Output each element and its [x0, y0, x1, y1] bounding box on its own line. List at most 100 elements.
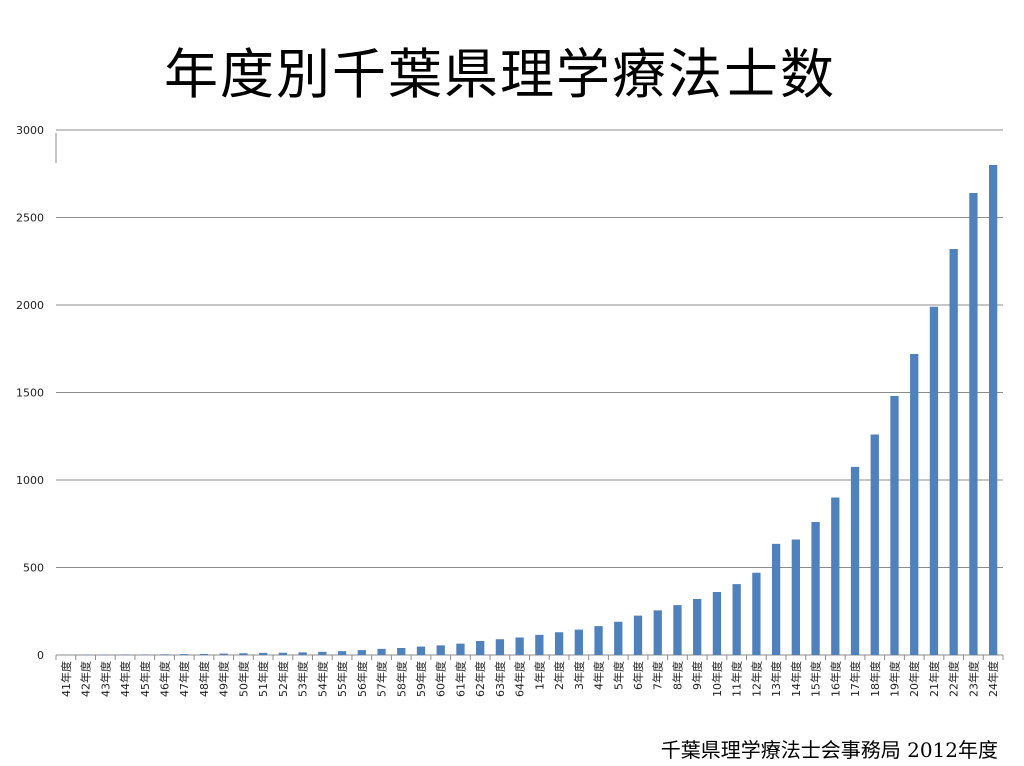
bar-1年度	[535, 634, 544, 655]
source-footer: 千葉県理学療法士会事務局 2012年度	[660, 738, 998, 762]
bar-17年度	[850, 466, 860, 655]
bar-14年度	[791, 539, 800, 655]
bar-62年度	[476, 641, 485, 655]
x-tick-label: 14年度	[789, 661, 803, 697]
bar-60年度	[436, 645, 445, 655]
bar-53年度	[298, 652, 307, 655]
x-tick-label: 60年度	[434, 661, 448, 697]
x-tick-label: 63年度	[493, 661, 507, 697]
x-tick-label: 50年度	[236, 661, 250, 697]
x-tick-label: 15年度	[809, 661, 823, 697]
bar-22年度	[949, 249, 958, 655]
gridlines	[56, 129, 1003, 656]
y-tick-label: 500	[23, 562, 44, 575]
bar-11年度	[732, 584, 741, 655]
bar-45年度	[140, 654, 149, 655]
x-tick-label: 2年度	[552, 661, 566, 690]
x-tick-label: 22年度	[947, 661, 961, 697]
bar-59年度	[416, 646, 426, 655]
bar-57年度	[377, 648, 386, 655]
x-tick-label: 12年度	[749, 661, 763, 697]
bar-13年度	[771, 543, 781, 655]
x-tick-label: 7年度	[651, 661, 665, 690]
x-tick-label: 9年度	[690, 661, 704, 690]
x-tick-label: 23年度	[966, 661, 980, 697]
bars	[61, 165, 998, 655]
x-tick-label: 55年度	[335, 661, 349, 697]
bar-10年度	[712, 592, 722, 655]
bar-51年度	[259, 652, 268, 655]
y-tick-label: 1000	[16, 474, 44, 487]
x-tick-label: 58年度	[394, 661, 408, 697]
x-tick-label: 62年度	[473, 661, 487, 697]
y-axis-ticks: 0 500 1000 1500 2000 2500 3000	[16, 124, 44, 662]
x-tick-label: 13年度	[769, 661, 783, 697]
bar-54年度	[318, 651, 327, 655]
bar-8年度	[673, 605, 682, 655]
y-tick-label: 0	[37, 649, 44, 662]
x-tick-label: 59年度	[414, 661, 428, 697]
x-tick-label: 20年度	[907, 661, 921, 697]
bar-5年度	[614, 621, 623, 655]
x-axis-labels: 41年度 42年度 43年度 44年度 45年度 46年度 47年度 48年度 49年度 50年度…	[55, 655, 1004, 697]
bar-49年度	[219, 653, 228, 655]
x-tick-label: 19年度	[887, 661, 901, 697]
bar-21年度	[929, 306, 939, 655]
bar-20年度	[910, 354, 919, 655]
x-tick-label: 8年度	[670, 661, 684, 690]
y-tick-label: 2500	[16, 212, 44, 225]
bar-6年度	[633, 615, 643, 655]
bar-58年度	[397, 648, 406, 655]
bar-63年度	[495, 639, 505, 655]
x-tick-label: 52年度	[276, 661, 290, 697]
bar-48年度	[199, 653, 209, 655]
x-tick-label: 16年度	[828, 661, 842, 697]
x-tick-label: 61年度	[453, 661, 467, 697]
x-tick-label: 48年度	[197, 661, 211, 697]
x-tick-label: 46年度	[158, 661, 172, 697]
bar-52年度	[278, 652, 288, 655]
bar-19年度	[890, 396, 899, 655]
bar-18年度	[870, 434, 879, 655]
bar-16年度	[831, 497, 840, 655]
bar-64年度	[515, 637, 524, 655]
x-tick-label: 64年度	[513, 661, 527, 697]
x-tick-label: 10年度	[710, 661, 724, 697]
bar-2年度	[554, 632, 564, 655]
bar-44年度	[120, 654, 130, 655]
x-tick-label: 11年度	[730, 661, 744, 697]
x-tick-label: 4年度	[592, 661, 606, 690]
x-tick-label: 45年度	[138, 661, 152, 697]
y-tick-label: 2000	[16, 299, 44, 312]
x-tick-label: 54年度	[315, 661, 329, 697]
x-tick-label: 53年度	[296, 661, 310, 697]
x-tick-label: 47年度	[177, 661, 191, 697]
x-tick-label: 41年度	[59, 661, 73, 697]
bar-61年度	[456, 643, 465, 655]
bar-4年度	[594, 626, 603, 655]
x-tick-label: 42年度	[79, 661, 93, 697]
x-tick-label: 1年度	[532, 661, 546, 690]
bar-56年度	[357, 650, 366, 655]
bar-50年度	[239, 653, 248, 655]
x-tick-label: 21年度	[927, 661, 941, 697]
x-tick-label: 17年度	[848, 661, 862, 697]
x-tick-label: 5年度	[611, 661, 625, 690]
bar-47年度	[180, 654, 189, 655]
bar-9年度	[693, 599, 702, 655]
x-tick-label: 3年度	[572, 661, 586, 690]
bar-23年度	[969, 193, 978, 655]
x-tick-label: 51年度	[256, 661, 270, 697]
y-tick-label: 3000	[16, 124, 44, 137]
x-tick-label: 6年度	[631, 661, 645, 690]
bar-3年度	[574, 629, 583, 655]
x-tick-label: 44年度	[118, 661, 132, 697]
x-tick-label: 56年度	[355, 661, 369, 697]
chart-title: 年度別千葉県理学療法士数	[164, 43, 836, 106]
bar-15年度	[811, 522, 820, 655]
bar-55年度	[337, 651, 347, 655]
bar-7年度	[653, 610, 662, 655]
x-tick-label: 43年度	[98, 661, 112, 697]
y-tick-label: 1500	[16, 387, 44, 400]
